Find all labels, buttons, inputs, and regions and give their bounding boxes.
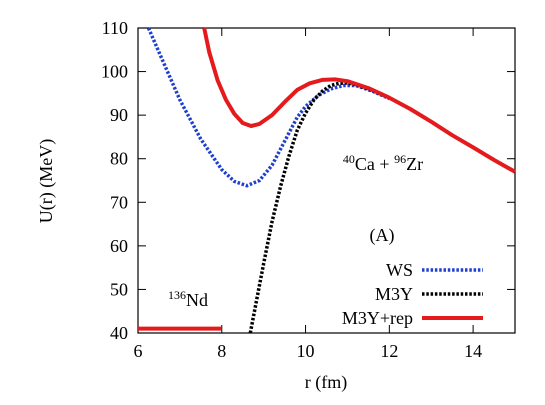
ground-state-label: 136Nd <box>168 288 208 310</box>
y-axis-label: U(r) (MeV) <box>36 139 57 223</box>
series-ws-line <box>146 27 391 188</box>
series-m3y-rep-line <box>202 27 516 174</box>
x-tick-label: 10 <box>297 341 315 361</box>
y-tick-label: 100 <box>101 62 128 82</box>
x-tick-label: 14 <box>464 341 482 361</box>
y-tick-label: 80 <box>110 149 128 169</box>
legend-label: WS <box>386 260 413 280</box>
y-tick-label: 50 <box>110 279 128 299</box>
x-axis-label: r (fm) <box>305 372 347 393</box>
y-tick-label: 110 <box>102 18 128 38</box>
plot-frame <box>137 27 516 334</box>
reaction-annotation: 40Ca + 96Zr <box>343 152 423 174</box>
y-tick-label: 70 <box>110 192 128 212</box>
legend-label: M3Y <box>375 284 413 304</box>
y-tick-label: 60 <box>110 236 128 256</box>
legend-label: M3Y+rep <box>342 308 413 328</box>
series-m3y-line <box>248 81 390 334</box>
x-tick-label: 12 <box>380 341 398 361</box>
y-tick-label: 90 <box>110 105 128 125</box>
panel-label: (A) <box>370 225 395 246</box>
y-tick-label: 40 <box>110 323 128 343</box>
x-tick-label: 6 <box>134 341 143 361</box>
x-tick-label: 8 <box>217 341 226 361</box>
